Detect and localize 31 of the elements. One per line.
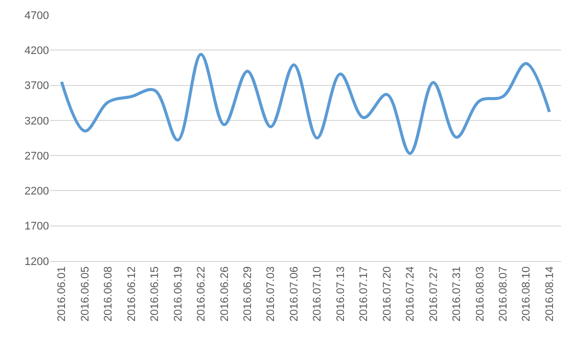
x-tick-label: 2016.07.06 [288,266,300,322]
x-tick-label: 2016.06.29 [242,266,254,322]
x-tick-label: 2016.08.10 [520,266,533,322]
x-tick-label: 2016.07.31 [451,266,464,322]
x-tick-label: 2016.06.19 [172,266,184,322]
x-tick-label: 2016.06.05 [79,266,92,322]
x-tick-label: 2016.06.22 [196,266,208,322]
x-tick-label: 2016.07.03 [265,266,278,322]
x-tick-label: 2016.06.26 [218,266,231,322]
x-tick-label: 2016.07.17 [358,266,370,322]
y-tick-label: 4700 [24,10,49,22]
line-series [60,52,551,155]
x-tick-label: 2016.07.10 [312,266,324,322]
y-tick-label: 4200 [24,44,49,57]
x-tick-label: 2016.07.13 [334,266,347,322]
y-tick-label: 1200 [24,256,49,268]
x-tick-label: 2016.08.14 [544,266,556,322]
x-tick-label: 2016.06.01 [56,266,68,322]
x-tick-label: 2016.06.15 [149,266,162,322]
x-tick-label: 2016.06.08 [102,266,115,322]
y-tick-label: 3200 [24,115,49,128]
x-tick-label: 2016.07.27 [428,266,440,322]
x-tick-label: 2016.08.07 [498,266,510,322]
y-tick-label: 3700 [24,80,49,92]
y-tick-label: 1700 [24,220,49,233]
x-tick-label: 2016.07.24 [404,266,417,322]
x-tick-label: 2016.08.03 [474,266,486,322]
x-tick-label: 2016.06.12 [126,266,138,322]
y-tick-label: 2200 [24,186,49,198]
x-tick-label: 2016.07.20 [381,266,394,322]
y-tick-label: 2700 [24,150,49,162]
